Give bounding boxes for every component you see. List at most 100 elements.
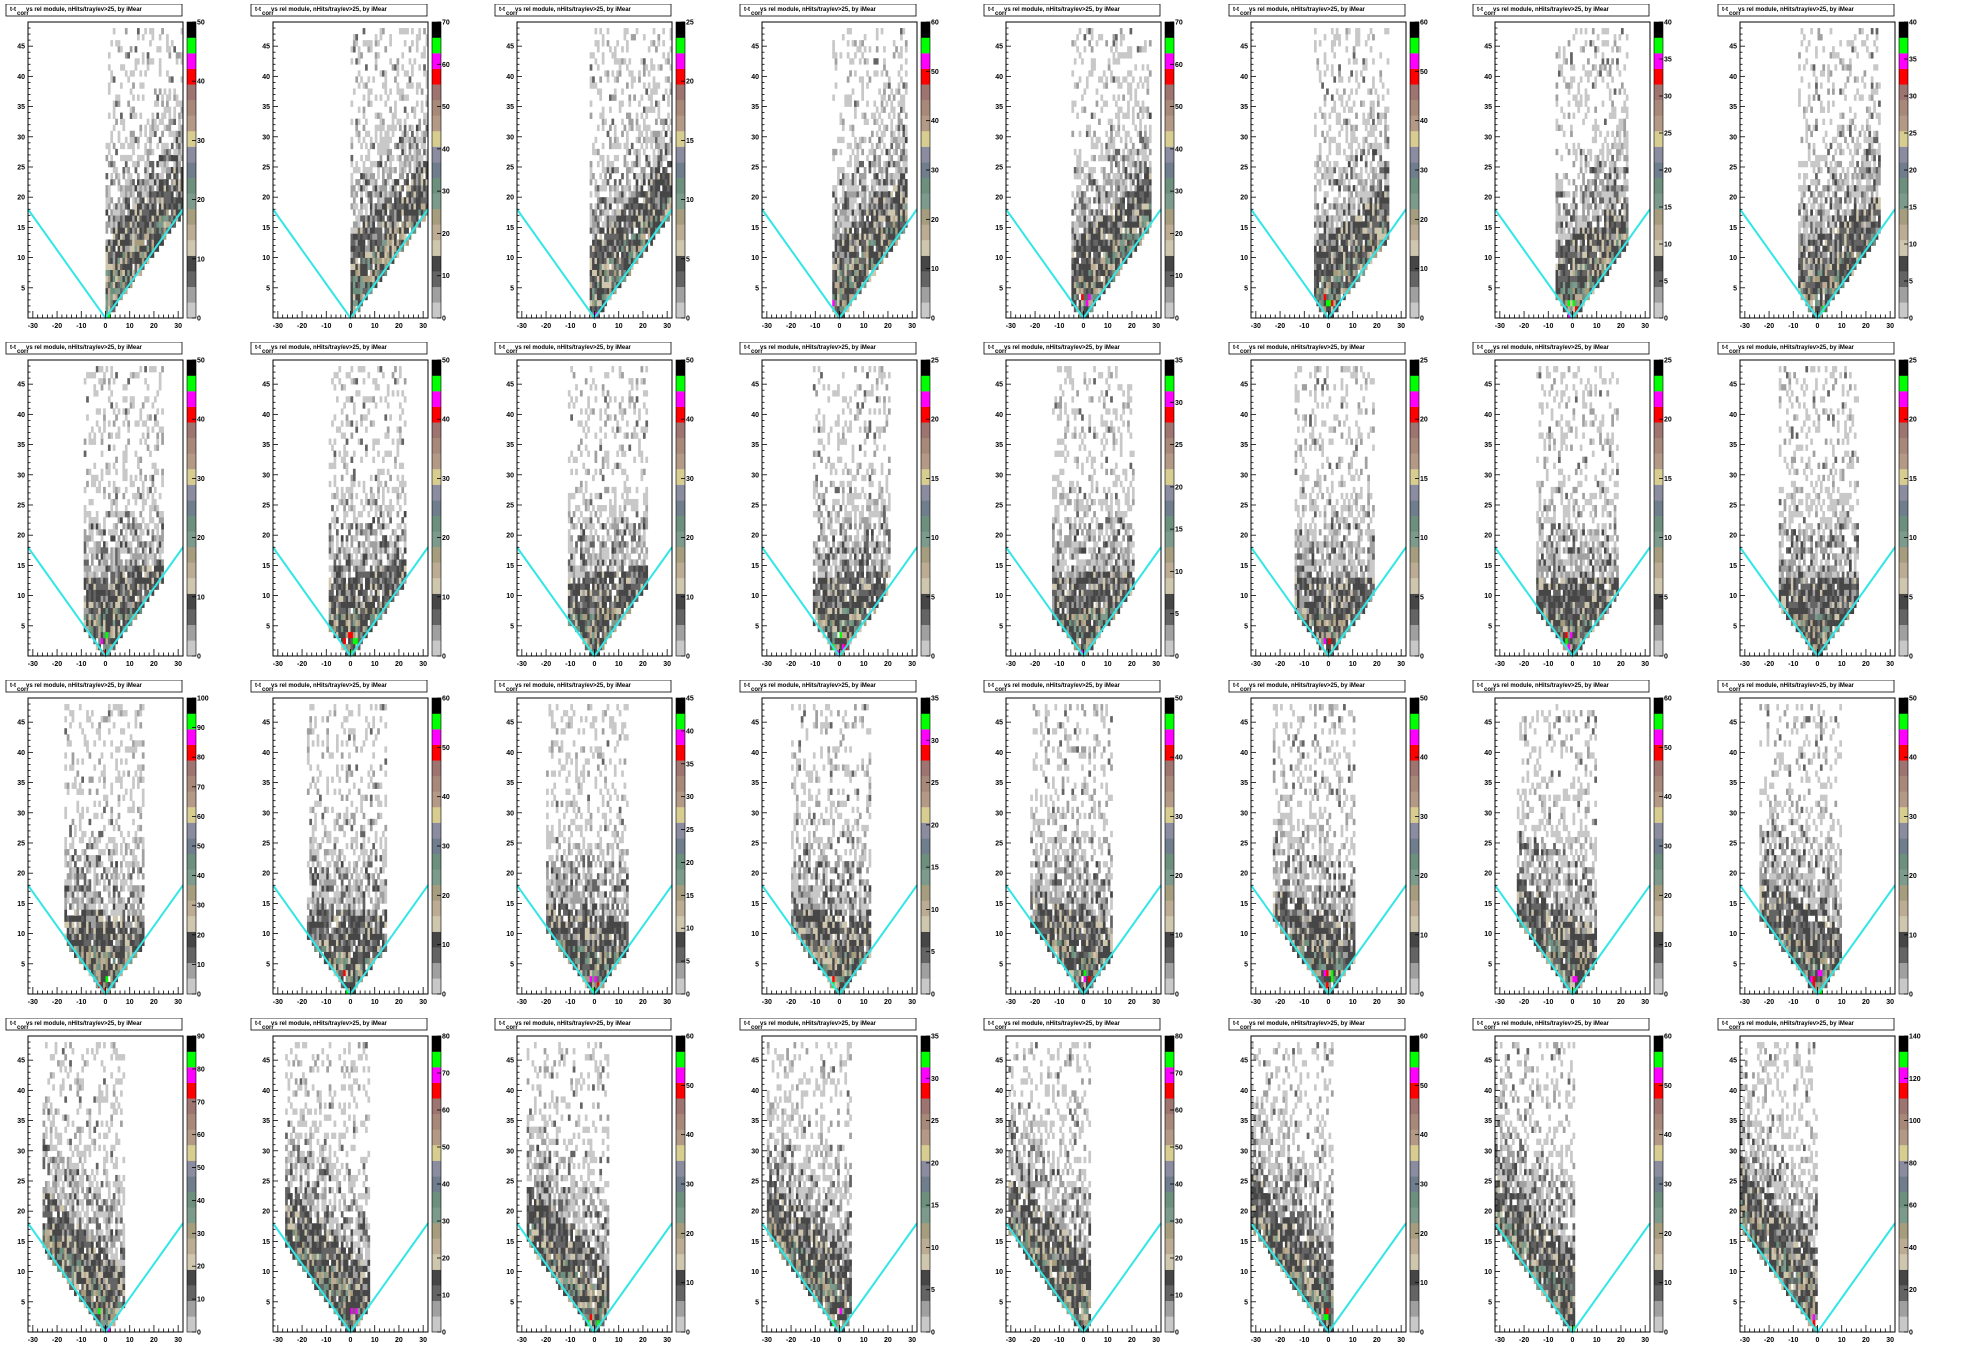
heatmap-cell bbox=[408, 209, 411, 216]
heatmap-cell bbox=[136, 227, 140, 234]
heatmap-cell bbox=[1129, 154, 1133, 162]
heatmap-cell bbox=[1335, 34, 1338, 41]
heatmap-cell bbox=[1078, 76, 1082, 83]
heatmap-cell bbox=[628, 185, 632, 192]
heatmap-cell bbox=[601, 293, 605, 301]
heatmap-cell bbox=[1127, 160, 1130, 168]
heatmap-cell bbox=[1102, 287, 1106, 295]
heatmap-cell bbox=[146, 179, 150, 186]
heatmap-cell bbox=[882, 185, 886, 192]
heatmap-cell bbox=[638, 100, 641, 107]
heatmap-cell bbox=[398, 191, 402, 198]
heatmap-cell bbox=[1144, 215, 1147, 222]
heatmap-cell bbox=[139, 185, 143, 192]
heatmap-cell bbox=[1148, 203, 1152, 210]
heatmap-cell bbox=[1328, 124, 1331, 132]
heatmap-cell bbox=[1114, 209, 1118, 216]
y-tick-label: 40 bbox=[751, 74, 759, 81]
heatmap-cell bbox=[865, 209, 869, 216]
heatmap-cell bbox=[403, 142, 407, 150]
palette-segment bbox=[187, 255, 196, 272]
heatmap-cell bbox=[352, 299, 356, 307]
heatmap-cell bbox=[601, 299, 605, 307]
heatmap-cell bbox=[1114, 263, 1118, 270]
heatmap-cell bbox=[1335, 287, 1338, 295]
heatmap-cell bbox=[374, 251, 377, 258]
heatmap-cell bbox=[846, 269, 849, 277]
heatmap-cell bbox=[153, 203, 157, 210]
heatmap-cell bbox=[616, 263, 620, 270]
heatmap-cell bbox=[609, 257, 612, 264]
heatmap-cell bbox=[1344, 239, 1348, 246]
heatmap-cell bbox=[1083, 281, 1087, 289]
heatmap-cell bbox=[1076, 233, 1079, 240]
heatmap-cell bbox=[831, 299, 835, 307]
heatmap-cell bbox=[1081, 166, 1084, 174]
heatmap-cell bbox=[1112, 173, 1116, 180]
heatmap-cell bbox=[374, 215, 377, 222]
heatmap-cell bbox=[1335, 293, 1338, 301]
chart-panel-r0-c4: t-t corr vs rel module, nHits/tray/ev>25, … bbox=[982, 4, 1226, 342]
heatmap-cell bbox=[1071, 251, 1075, 258]
heatmap-cell bbox=[139, 82, 143, 89]
heatmap-cell bbox=[652, 221, 656, 228]
heatmap-cell bbox=[853, 52, 857, 59]
heatmap-cell bbox=[1340, 221, 1343, 228]
heatmap-cell bbox=[621, 227, 624, 234]
heatmap-cell bbox=[408, 215, 411, 222]
heatmap-cell bbox=[635, 148, 639, 156]
palette-label: 10 bbox=[686, 197, 694, 204]
heatmap-cell bbox=[1313, 275, 1317, 283]
heatmap-cell bbox=[1117, 166, 1121, 174]
heatmap-cell bbox=[117, 275, 121, 283]
heatmap-cell bbox=[388, 251, 392, 258]
heatmap-cell bbox=[105, 142, 109, 150]
heatmap-cell bbox=[1320, 281, 1324, 289]
heatmap-cell bbox=[1340, 203, 1343, 210]
heatmap-cell bbox=[1141, 185, 1145, 192]
heatmap-cell bbox=[589, 281, 593, 289]
heatmap-cell bbox=[1100, 94, 1104, 101]
heatmap-cell bbox=[589, 191, 593, 198]
heatmap-cell bbox=[1078, 130, 1082, 138]
heatmap-cell bbox=[1076, 203, 1079, 210]
palette-segment bbox=[676, 68, 685, 85]
heatmap-cell bbox=[839, 293, 842, 301]
heatmap-cell bbox=[381, 173, 385, 180]
heatmap-cell bbox=[400, 245, 404, 252]
heatmap-cell bbox=[1313, 215, 1317, 222]
heatmap-cell bbox=[163, 166, 167, 174]
heatmap-cell bbox=[1337, 118, 1341, 125]
heatmap-cell bbox=[415, 215, 419, 222]
heatmap-cell bbox=[616, 185, 620, 192]
heatmap-cell bbox=[422, 52, 426, 59]
heatmap-cell bbox=[1110, 136, 1113, 144]
heatmap-cell bbox=[1071, 40, 1075, 47]
heatmap-cell bbox=[1090, 221, 1094, 228]
heatmap-cell bbox=[863, 263, 866, 270]
heatmap-cell bbox=[144, 179, 147, 186]
heatmap-cell bbox=[362, 28, 365, 35]
heatmap-cell bbox=[882, 245, 886, 252]
heatmap-cell bbox=[158, 34, 162, 41]
heatmap-cell bbox=[134, 269, 138, 277]
heatmap-cell bbox=[623, 233, 627, 240]
heatmap-cell bbox=[650, 166, 653, 174]
heatmap-cell bbox=[105, 299, 109, 307]
heatmap-cell bbox=[853, 197, 857, 204]
heatmap-cell bbox=[606, 257, 610, 264]
heatmap-cell bbox=[1354, 269, 1358, 277]
heatmap-cell bbox=[601, 287, 605, 295]
heatmap-cell bbox=[1127, 130, 1130, 138]
x-tick-label: 30 bbox=[908, 323, 916, 330]
heatmap-cell bbox=[594, 275, 598, 283]
heatmap-cell bbox=[352, 209, 356, 216]
title-box bbox=[250, 4, 427, 17]
heatmap-cell bbox=[388, 203, 392, 210]
heatmap-cell bbox=[1129, 197, 1133, 204]
heatmap-cell bbox=[1088, 245, 1092, 252]
heatmap-cell bbox=[853, 263, 857, 270]
heatmap-cell bbox=[887, 179, 891, 186]
heatmap-cell bbox=[105, 185, 109, 192]
heatmap-cell bbox=[1340, 287, 1343, 295]
